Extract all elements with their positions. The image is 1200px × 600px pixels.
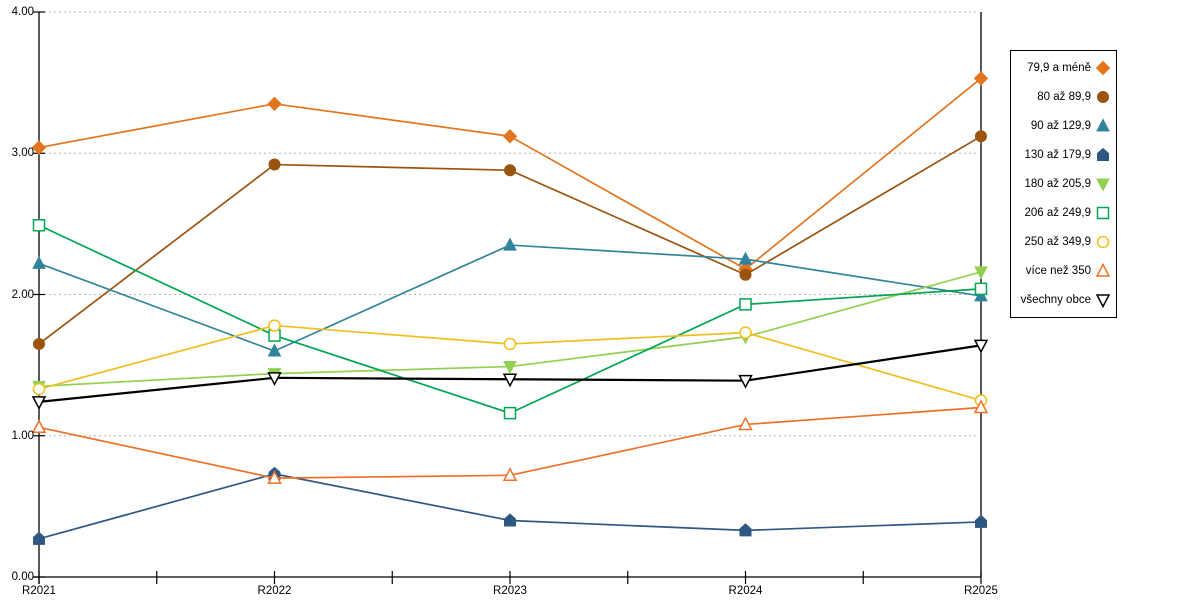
legend-item: 80 až 89,9 (1011, 89, 1116, 105)
legend-marker (1096, 235, 1110, 249)
triangle-up-marker (502, 467, 518, 482)
square-marker (503, 406, 517, 420)
legend-item: 79,9 a méně (1011, 60, 1116, 76)
legend-item: 180 až 205,9 (1011, 176, 1116, 192)
square-marker (32, 219, 46, 232)
legend-item: více než 350 (1011, 263, 1116, 279)
circle-marker (503, 337, 517, 351)
circle-marker (32, 382, 46, 396)
triangle-up-marker (973, 399, 989, 414)
y-axis-tick-label: 3.00 (11, 147, 34, 160)
legend-marker (1097, 147, 1109, 161)
legend-label: 130 až 179,9 (1024, 148, 1091, 161)
circle-marker (504, 164, 516, 177)
legend-marker (1096, 118, 1110, 132)
triangle-up-legend-icon (1096, 118, 1110, 132)
legend-marker (1095, 294, 1111, 309)
diamond-legend-icon (1095, 60, 1111, 75)
legend-item: 206 až 249,9 (1011, 205, 1116, 221)
legend-item: 250 až 349,9 (1011, 234, 1116, 250)
legend-label: 90 až 129,9 (1030, 119, 1091, 132)
triangle-up-marker (32, 255, 46, 269)
x-axis-tick-label: R2023 (493, 585, 527, 597)
triangle-down-marker (267, 372, 282, 386)
legend-label: více než 350 (1025, 265, 1091, 278)
circle-legend-icon (1097, 90, 1109, 103)
triangle-down-legend-icon (1096, 178, 1110, 192)
pentagon-marker (739, 523, 752, 537)
legend-marker (1097, 90, 1109, 103)
triangle-down-marker (974, 266, 988, 280)
diamond-marker (502, 129, 518, 144)
pentagon-legend-icon (1097, 147, 1109, 161)
triangle-up-marker (267, 470, 282, 484)
square-legend-icon (1096, 206, 1110, 220)
triangle-down-marker (738, 374, 753, 389)
triangle-up-marker (974, 288, 988, 302)
y-axis-tick-label: 1.00 (11, 429, 34, 442)
legend-label: všechny obce (1020, 294, 1091, 307)
y-axis-tick-label: 0.00 (11, 571, 34, 583)
legend-item: 130 až 179,9 (1011, 147, 1116, 163)
pentagon-marker (33, 531, 45, 545)
y-axis-tick-label: 4.00 (11, 6, 34, 18)
triangle-up-marker (31, 419, 47, 434)
legend-label: 180 až 205,9 (1024, 177, 1091, 190)
diamond-marker (267, 96, 282, 112)
diamond-marker (973, 71, 989, 86)
x-axis-tick-label: R2021 (22, 585, 56, 597)
legend-label: 80 až 89,9 (1037, 90, 1091, 103)
legend-label: 206 až 249,9 (1024, 207, 1091, 220)
triangle-up-marker (267, 343, 282, 357)
legend-marker (1096, 206, 1110, 220)
series-8 (31, 339, 989, 410)
triangle-down-marker (502, 373, 518, 388)
series-7 (31, 399, 989, 484)
circle-marker (739, 268, 752, 281)
y-axis-tick-label: 2.00 (11, 288, 34, 301)
legend-marker (1095, 60, 1111, 75)
legend: 79,9 a méně 80 až 89,9 90 až 129,9 130 až 1… (1010, 50, 1117, 318)
legend-marker (1095, 263, 1111, 278)
circle-marker (739, 326, 752, 339)
triangle-up-legend-icon (1095, 263, 1111, 278)
series-0 (31, 71, 989, 277)
legend-label: 79,9 a méně (1027, 61, 1091, 74)
circle-marker (268, 158, 281, 171)
square-marker (974, 282, 988, 296)
pentagon-marker (975, 514, 987, 528)
triangle-down-marker (31, 396, 47, 410)
series-5 (32, 219, 988, 420)
circle-marker (33, 337, 45, 350)
triangle-up-marker (738, 416, 753, 431)
legend-label: 250 až 349,9 (1024, 236, 1091, 249)
triangle-down-legend-icon (1095, 294, 1111, 309)
triangle-down-marker (503, 361, 517, 375)
triangle-down-marker (973, 339, 989, 354)
series-1 (33, 130, 987, 350)
legend-marker (1096, 178, 1110, 192)
x-axis-tick-label: R2025 (964, 585, 998, 597)
triangle-up-marker (738, 251, 753, 265)
circle-marker (975, 130, 987, 143)
legend-item: 90 až 129,9 (1011, 118, 1116, 134)
square-marker (739, 298, 752, 311)
series-2 (32, 237, 988, 357)
x-axis-tick-label: R2024 (728, 585, 763, 597)
diamond-marker (31, 140, 47, 155)
legend-item: všechny obce (1011, 292, 1116, 309)
triangle-up-marker (503, 237, 517, 251)
pentagon-marker (504, 513, 516, 527)
circle-marker (268, 319, 281, 332)
series-line (38, 473, 982, 540)
circle-legend-icon (1096, 235, 1110, 249)
x-axis-tick-label: R2022 (257, 585, 292, 597)
